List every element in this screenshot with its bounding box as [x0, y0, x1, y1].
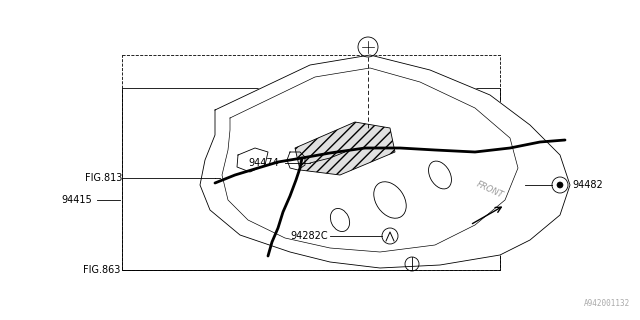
Text: 94482: 94482 [572, 180, 603, 190]
Text: 94282C: 94282C [291, 231, 328, 241]
Text: FIG.813: FIG.813 [84, 173, 122, 183]
Text: FIG.863: FIG.863 [83, 265, 120, 275]
Bar [122, 55, 500, 270]
Text: FRONT: FRONT [475, 180, 505, 200]
Text: A942001132: A942001132 [584, 299, 630, 308]
Circle shape [557, 182, 563, 188]
Text: 94415: 94415 [61, 195, 92, 205]
Polygon shape [200, 55, 570, 268]
Polygon shape [295, 122, 395, 175]
Text: 94474: 94474 [248, 158, 279, 168]
Bar [122, 88, 500, 270]
